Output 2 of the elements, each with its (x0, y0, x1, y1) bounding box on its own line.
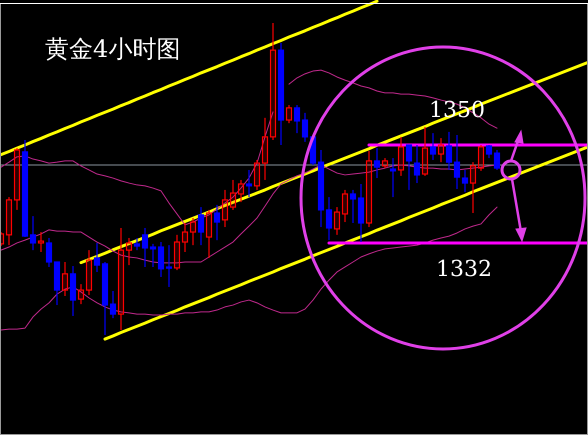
title: 黄金4小时图 (45, 35, 180, 63)
annotation: 1332 (436, 256, 492, 282)
